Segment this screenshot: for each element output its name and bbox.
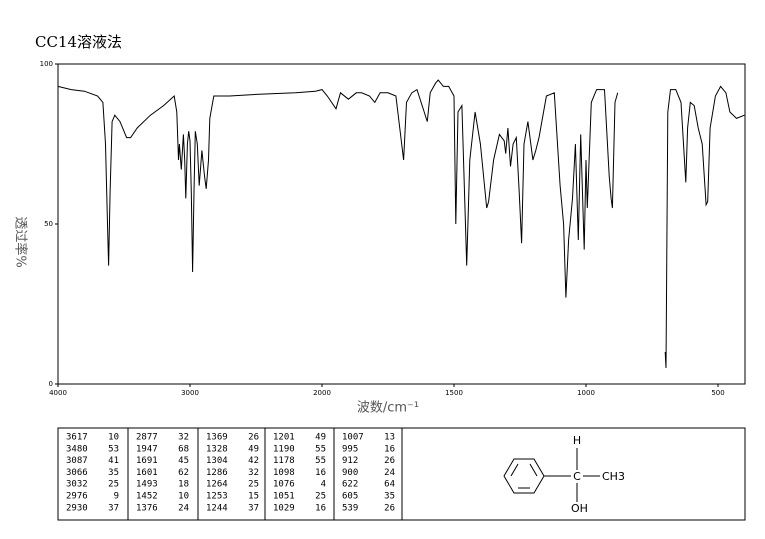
- peak-wavenumber: 1253: [206, 492, 228, 502]
- peak-wavenumber: 3066: [66, 468, 88, 478]
- peak-intensity: 26: [384, 503, 395, 513]
- peak-wavenumber: 1376: [136, 503, 158, 513]
- peak-wavenumber: 2877: [136, 433, 158, 443]
- peak-intensity: 25: [315, 492, 326, 502]
- peak-wavenumber: 605: [342, 492, 358, 502]
- peak-wavenumber: 1178: [273, 456, 295, 466]
- peak-intensity: 13: [384, 433, 395, 443]
- peak-wavenumber: 1601: [136, 468, 158, 478]
- peak-intensity: 49: [248, 444, 259, 454]
- peak-wavenumber: 1304: [206, 456, 228, 466]
- peak-intensity: 24: [178, 503, 189, 513]
- peak-intensity: 45: [178, 456, 189, 466]
- x-tick-label: 1000: [577, 389, 595, 397]
- peak-intensity: 25: [108, 480, 119, 490]
- peak-wavenumber: 3617: [66, 433, 88, 443]
- peak-wavenumber: 1201: [273, 433, 295, 443]
- peak-intensity: 42: [248, 456, 259, 466]
- peak-intensity: 41: [108, 456, 119, 466]
- peak-wavenumber: 2930: [66, 503, 88, 513]
- y-axis-label: 透过率%: [13, 216, 29, 267]
- peak-intensity: 62: [178, 468, 189, 478]
- spectrum-line: [57, 79, 745, 369]
- peak-wavenumber: 1190: [273, 444, 295, 454]
- peak-intensity: 16: [315, 503, 326, 513]
- peak-wavenumber: 1452: [136, 492, 158, 502]
- atom-label: CH3: [602, 470, 625, 483]
- peak-wavenumber: 3032: [66, 480, 88, 490]
- peak-intensity: 35: [108, 468, 119, 478]
- peak-wavenumber: 1493: [136, 480, 158, 490]
- peak-wavenumber: 1691: [136, 456, 158, 466]
- peak-wavenumber: 1264: [206, 480, 228, 490]
- peak-intensity: 9: [114, 492, 119, 502]
- peak-intensity: 68: [178, 444, 189, 454]
- peak-intensity: 32: [248, 468, 259, 478]
- peak-wavenumber: 2976: [66, 492, 88, 502]
- atom-label: C: [573, 470, 581, 483]
- x-tick-label: 1500: [445, 389, 463, 397]
- peak-intensity: 10: [178, 492, 189, 502]
- x-axis-label: 波数/cm⁻¹: [357, 401, 419, 416]
- peak-wavenumber: 1244: [206, 503, 228, 513]
- peak-wavenumber: 1007: [342, 433, 364, 443]
- peak-wavenumber: 1076: [273, 480, 295, 490]
- peak-intensity: 16: [384, 444, 395, 454]
- peak-wavenumber: 3087: [66, 456, 88, 466]
- peak-wavenumber: 1029: [273, 503, 295, 513]
- peak-wavenumber: 1328: [206, 444, 228, 454]
- peak-intensity: 53: [108, 444, 119, 454]
- peak-intensity: 15: [248, 492, 259, 502]
- peak-intensity: 37: [248, 503, 259, 513]
- peak-intensity: 35: [384, 492, 395, 502]
- peak-wavenumber: 1051: [273, 492, 295, 502]
- peak-intensity: 18: [178, 480, 189, 490]
- peak-intensity: 26: [384, 456, 395, 466]
- chart-title: CC14溶液法: [35, 33, 122, 51]
- peak-wavenumber: 3480: [66, 444, 88, 454]
- x-tick-label: 2000: [313, 389, 331, 397]
- peak-wavenumber: 995: [342, 444, 358, 454]
- plot-frame: [57, 63, 746, 385]
- benzene-ring: [503, 448, 600, 502]
- peak-intensity: 4: [321, 480, 326, 490]
- peak-intensity: 26: [248, 433, 259, 443]
- x-tick-label: 500: [711, 389, 724, 397]
- y-tick-label: 50: [44, 220, 53, 228]
- x-tick-label: 4000: [49, 389, 67, 397]
- peak-wavenumber: 1286: [206, 468, 228, 478]
- peak-wavenumber: 1947: [136, 444, 158, 454]
- table-dividers: [127, 428, 403, 520]
- peak-intensity: 24: [384, 468, 395, 478]
- atom-label: OH: [571, 502, 588, 515]
- peak-wavenumber: 1098: [273, 468, 295, 478]
- peak-intensity: 49: [315, 433, 326, 443]
- peak-intensity: 16: [315, 468, 326, 478]
- peak-wavenumber: 539: [342, 503, 358, 513]
- peak-intensity: 37: [108, 503, 119, 513]
- x-tick-label: 3000: [181, 389, 199, 397]
- peak-wavenumber: 1369: [206, 433, 228, 443]
- peak-intensity: 32: [178, 433, 189, 443]
- y-tick-label: 0: [49, 380, 53, 388]
- y-tick-label: 100: [40, 60, 53, 68]
- peak-wavenumber: 622: [342, 480, 358, 490]
- peak-intensity: 64: [384, 480, 395, 490]
- atom-label: H: [573, 434, 581, 447]
- peak-wavenumber: 900: [342, 468, 358, 478]
- peak-intensity: 55: [315, 456, 326, 466]
- peak-wavenumber: 912: [342, 456, 358, 466]
- peak-intensity: 10: [108, 433, 119, 443]
- peak-intensity: 55: [315, 444, 326, 454]
- peak-intensity: 25: [248, 480, 259, 490]
